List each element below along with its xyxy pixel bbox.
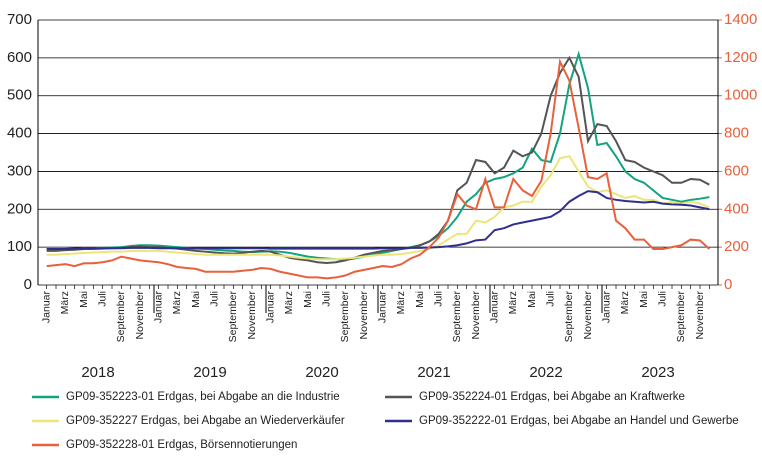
y-tick-label: 600 [7,49,32,66]
y-tick-label: 200 [7,200,32,217]
y2-tick-label: 800 [724,125,749,142]
x-tick-label: September [115,291,127,343]
x-tick-label: Mai [190,291,202,308]
series-line [46,155,710,261]
x-tick-label: November [358,290,370,339]
series-line [46,190,710,251]
x-tick-label: März [395,291,407,314]
legend-label: GP09-352228-01 Erdgas, Börsennotierungen [66,439,297,451]
x-tick-label: Januar [40,291,52,324]
y2-tick-label: 600 [724,162,749,179]
y2-tick-label: 200 [724,238,749,255]
x-tick-label: September [563,291,575,343]
y2-tick-label: 1000 [724,87,757,104]
year-label: 2021 [417,364,450,381]
x-tick-label: Januar [600,291,612,324]
y-tick-label: 300 [7,162,32,179]
legend-label: GP09-352222-01 Erdgas, bei Abgabe an Han… [419,415,739,427]
year-label: 2018 [81,364,114,381]
x-tick-label: Mai [638,291,650,308]
y2-tick-label: 0 [724,276,732,293]
x-tick-label: November [246,290,258,339]
y2-tick-label: 1200 [724,49,757,66]
y-tick-label: 700 [7,11,32,28]
x-tick-label: Juli [544,291,556,307]
x-tick-label: Januar [264,291,276,324]
series-line [46,50,710,261]
legend-label: GP09-352224-01 Erdgas, bei Abgabe an Kra… [419,391,685,403]
x-tick-label: September [227,291,239,343]
x-tick-label: Juli [656,291,668,307]
y-tick-label: 500 [7,87,32,104]
legend-label: GP09-352227 Erdgas, bei Abgabe an Wieder… [66,415,345,427]
legend-label: GP09-352223-01 Erdgas, bei Abgabe an die… [66,391,340,403]
x-tick-label: Juli [432,291,444,307]
y2-tick-label: 400 [724,200,749,217]
x-tick-label: März [171,291,183,314]
x-tick-label: September [675,291,687,343]
x-tick-label: November [470,290,482,339]
x-tick-label: November [134,290,146,339]
x-tick-label: Juli [208,291,220,307]
series-line [46,55,710,265]
y-tick-label: 400 [7,125,32,142]
x-tick-label: März [619,291,631,314]
y-tick-label: 0 [24,276,32,293]
x-tick-label: Januar [488,291,500,324]
year-label: 2019 [193,364,226,381]
x-tick-label: Januar [376,291,388,324]
x-tick-label: Januar [152,291,164,324]
year-label: 2023 [641,364,674,381]
y-tick-label: 100 [7,238,32,255]
x-tick-label: Mai [78,291,90,308]
x-tick-label: März [283,291,295,314]
x-tick-label: Mai [302,291,314,308]
series-line [46,58,711,280]
x-tick-label: September [339,291,351,343]
x-tick-label: Juli [96,291,108,307]
x-tick-label: Juli [320,291,332,307]
x-tick-label: März [507,291,519,314]
x-tick-label: November [582,290,594,339]
year-label: 2020 [305,364,338,381]
x-tick-label: September [451,291,463,343]
year-label: 2022 [529,364,562,381]
y2-tick-label: 1400 [724,11,757,28]
x-tick-label: Mai [414,291,426,308]
x-tick-label: Mai [526,291,538,308]
x-tick-label: November [694,290,706,339]
x-tick-label: März [59,291,71,314]
